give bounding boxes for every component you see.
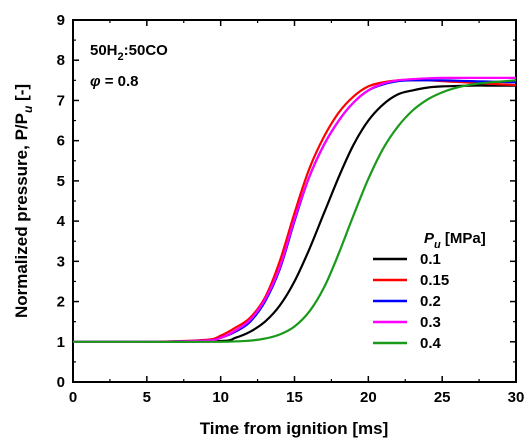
x-tick-label: 5 <box>143 389 151 406</box>
mixture-main: 50H <box>90 42 118 59</box>
x-tick-label: 10 <box>212 389 229 406</box>
legend-items: 0.1 0.15 0.2 0.3 0.4 <box>373 251 449 352</box>
y-tick-label: 4 <box>57 213 66 230</box>
legend-title-subscript: u <box>434 239 441 251</box>
phi-value: = 0.8 <box>101 73 139 90</box>
mixture-subscript: 2 <box>118 51 124 63</box>
series-line-0-3 <box>72 76 516 343</box>
y-tick-label: 5 <box>57 173 65 190</box>
x-axis-title: Time from ignition [ms] <box>200 419 389 438</box>
x-tick-label: 20 <box>360 389 377 406</box>
phi-symbol: φ <box>90 73 101 90</box>
legend: Pu [MPa] 0.1 0.15 0.2 0.3 0.4 <box>373 230 486 352</box>
y-axis-title-subscript: u <box>21 105 35 113</box>
y-tick-label: 2 <box>57 294 65 311</box>
y-tick-label: 0 <box>57 374 65 391</box>
y-axis-title-unit: [-] <box>12 84 31 106</box>
legend-title: Pu [MPa] <box>424 230 486 251</box>
series-line-0-15 <box>72 79 517 344</box>
legend-title-main: P <box>424 230 435 247</box>
x-tick-label: 30 <box>508 389 525 406</box>
series-line-0-4 <box>73 79 517 343</box>
y-tick-label: 3 <box>57 253 65 270</box>
legend-label-0-1: 0.1 <box>420 251 441 268</box>
legend-label-0-15: 0.15 <box>420 272 449 289</box>
y-tick-label: 1 <box>57 334 65 351</box>
series-lines <box>72 76 517 344</box>
y-tick-label: 6 <box>57 133 65 150</box>
x-tick-label: 25 <box>434 389 451 406</box>
y-tick-label: 7 <box>57 92 65 109</box>
legend-label-0-2: 0.2 <box>420 293 441 310</box>
equivalence-ratio-annotation: φ = 0.8 <box>90 73 139 90</box>
x-tick-label: 15 <box>286 389 303 406</box>
y-axis-title: Normalized pressure, P/Pu [-] <box>12 84 35 318</box>
y-tick-label: 9 <box>57 12 65 29</box>
mixture-annotation: 50H2:50CO <box>90 42 168 63</box>
x-tick-label: 0 <box>69 389 77 406</box>
legend-label-0-3: 0.3 <box>420 314 441 331</box>
legend-label-0-4: 0.4 <box>420 335 442 352</box>
axis-ticks: 0 5 10 15 20 25 30 0 1 2 3 4 5 6 7 8 9 <box>57 12 525 406</box>
y-axis-title-main: Normalized pressure, P/P <box>12 113 31 318</box>
y-tick-label: 8 <box>57 52 65 69</box>
legend-title-unit: [MPa] <box>441 230 486 247</box>
mixture-rest: :50CO <box>124 42 169 59</box>
